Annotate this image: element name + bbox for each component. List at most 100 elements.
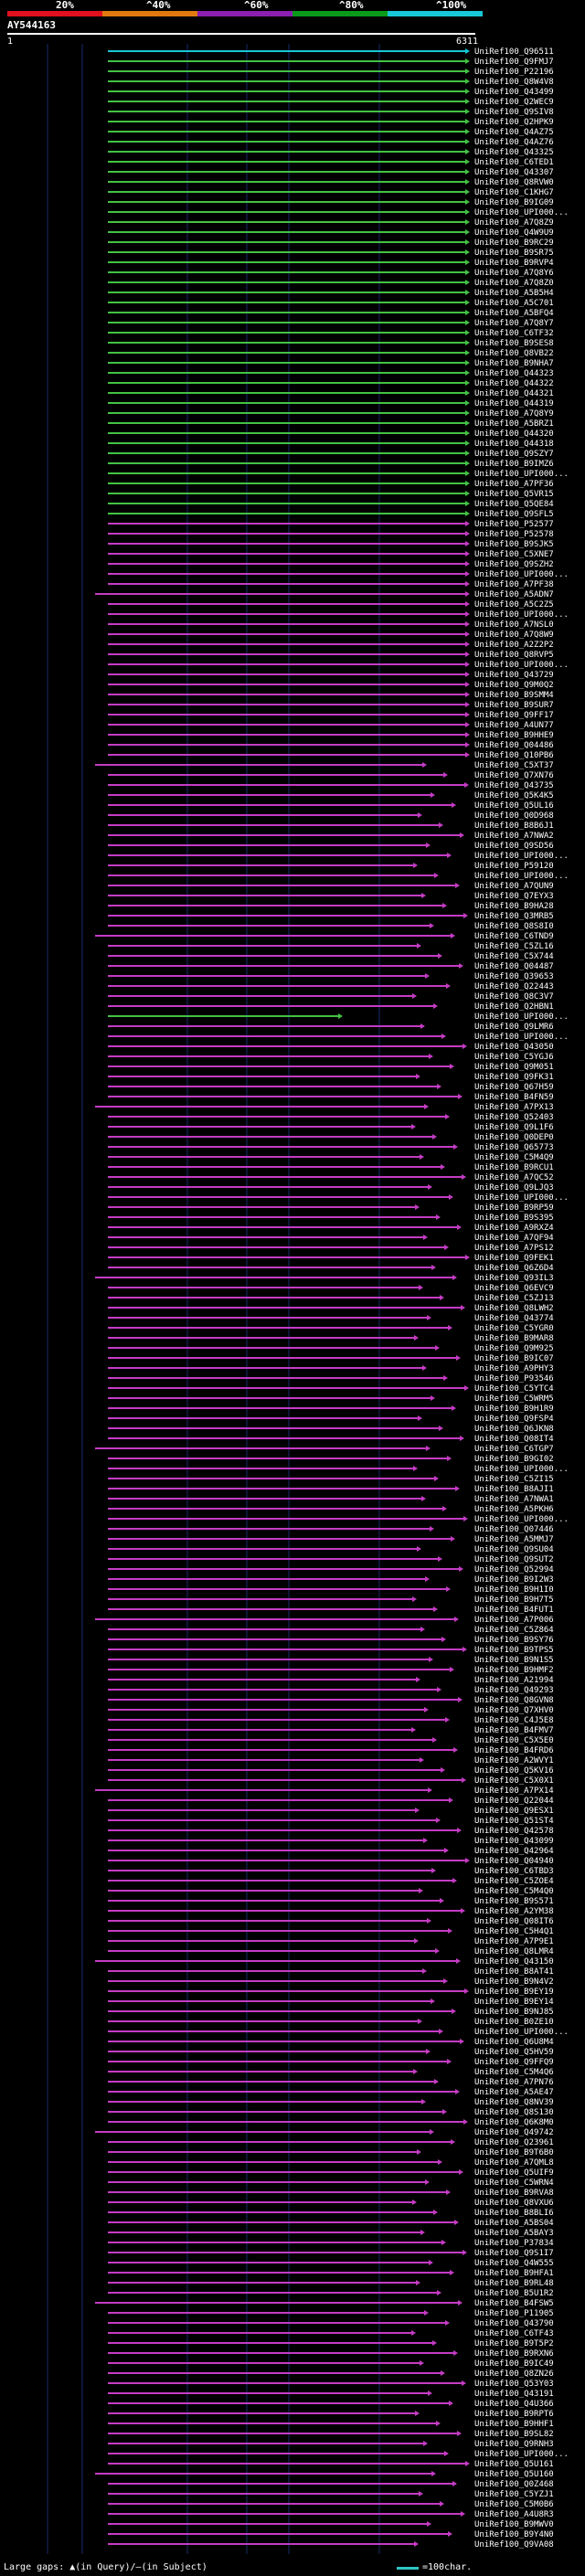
hit-label[interactable]: UniRef100_C5YTC4 xyxy=(474,1384,554,1394)
hit-label[interactable]: UniRef100_Q9ESX1 xyxy=(474,1807,554,1816)
alignment-row[interactable]: UniRef100_Q44318 xyxy=(108,440,554,449)
hit-label[interactable]: UniRef100_A7PF36 xyxy=(474,480,554,489)
hit-label[interactable]: UniRef100_B9EY19 xyxy=(474,1988,554,1997)
hit-label[interactable]: UniRef100_P52578 xyxy=(474,530,554,539)
hit-label[interactable]: UniRef100_Q9FMJ7 xyxy=(474,58,554,67)
hit-label[interactable]: UniRef100_Q43099 xyxy=(474,1837,554,1846)
alignment-row[interactable]: UniRef100_C5H4Q1 xyxy=(108,1927,554,1936)
alignment-row[interactable]: UniRef100_Q9FMJ7 xyxy=(108,58,554,67)
alignment-row[interactable]: UniRef100_Q04940 xyxy=(108,1857,554,1866)
alignment-row[interactable]: UniRef100_B9NJ85 xyxy=(108,2008,554,2017)
hit-label[interactable]: UniRef100_Q53Y03 xyxy=(474,2380,554,2389)
alignment-row[interactable]: UniRef100_A5B5H4 xyxy=(108,289,554,298)
hit-label[interactable]: UniRef100_B9SY76 xyxy=(474,1636,554,1645)
hit-label[interactable]: UniRef100_Q93IL3 xyxy=(474,1274,554,1283)
hit-label[interactable]: UniRef100_Q8S8I0 xyxy=(474,922,554,931)
hit-label[interactable]: UniRef100_Q44318 xyxy=(474,440,554,449)
hit-label[interactable]: UniRef100_Q2HPK9 xyxy=(474,118,554,127)
alignment-row[interactable]: UniRef100_Q44320 xyxy=(108,429,554,439)
hit-label[interactable]: UniRef100_B9RP59 xyxy=(474,1203,554,1213)
hit-label[interactable]: UniRef100_B9T6B0 xyxy=(474,2148,554,2157)
alignment-row[interactable]: UniRef100_A7NWA2 xyxy=(108,832,554,841)
hit-label[interactable]: UniRef100_A7Q8Y6 xyxy=(474,269,554,278)
alignment-row[interactable]: UniRef100_Q9SFL5 xyxy=(108,510,554,519)
alignment-row[interactable]: UniRef100_A5C2Z5 xyxy=(108,600,554,610)
hit-label[interactable]: UniRef100_P59120 xyxy=(474,862,554,871)
alignment-row[interactable]: UniRef100_UPI000... xyxy=(108,2028,569,2037)
alignment-row[interactable]: UniRef100_B4FN59 xyxy=(108,1093,554,1102)
alignment-row[interactable]: UniRef100_A5C701 xyxy=(108,299,554,308)
hit-label[interactable]: UniRef100_C5ZJ13 xyxy=(474,1294,554,1303)
hit-label[interactable]: UniRef100_B0ZE10 xyxy=(474,2018,554,2027)
hit-label[interactable]: UniRef100_B9IG09 xyxy=(474,198,554,207)
hit-label[interactable]: UniRef100_B9RVA8 xyxy=(474,2189,554,2198)
alignment-row[interactable]: UniRef100_Q8RVW0 xyxy=(108,178,554,187)
hit-label[interactable]: UniRef100_Q08IT4 xyxy=(474,1435,554,1444)
hit-label[interactable]: UniRef100_C6TF43 xyxy=(474,2329,554,2338)
hit-label[interactable]: UniRef100_Q9FFQ9 xyxy=(474,2058,554,2067)
hit-label[interactable]: UniRef100_B9N1S5 xyxy=(474,1656,554,1665)
alignment-row[interactable]: UniRef100_B9RPT6 xyxy=(108,2410,554,2419)
hit-label[interactable]: UniRef100_Q96511 xyxy=(474,48,554,57)
alignment-row[interactable]: UniRef100_B9I2W3 xyxy=(108,1575,554,1585)
alignment-row[interactable]: UniRef100_Q51ST4 xyxy=(108,1817,554,1826)
alignment-row[interactable]: UniRef100_B9NHA7 xyxy=(108,359,554,368)
hit-label[interactable]: UniRef100_B9HFA1 xyxy=(474,2269,554,2278)
hit-label[interactable]: UniRef100_Q9M0Q2 xyxy=(474,681,554,690)
hit-label[interactable]: UniRef100_A7PX14 xyxy=(474,1786,554,1796)
hit-label[interactable]: UniRef100_A4U8R3 xyxy=(474,2510,554,2519)
alignment-row[interactable]: UniRef100_A7Q8Y6 xyxy=(108,269,554,278)
alignment-row[interactable]: UniRef100_Q8LMR4 xyxy=(108,1947,554,1956)
alignment-row[interactable]: UniRef100_UPI000... xyxy=(108,2450,569,2459)
alignment-row[interactable]: UniRef100_B8BLI6 xyxy=(108,2209,554,2218)
hit-label[interactable]: UniRef100_C5XT37 xyxy=(474,761,554,770)
alignment-row[interactable]: UniRef100_Q7XN76 xyxy=(108,771,554,780)
hit-label[interactable]: UniRef100_C5YGJ6 xyxy=(474,1053,554,1062)
alignment-row[interactable]: UniRef100_C6TGP7 xyxy=(95,1445,554,1454)
hit-label[interactable]: UniRef100_B9HA28 xyxy=(474,902,554,911)
alignment-row[interactable]: UniRef100_B9S395 xyxy=(108,1214,554,1223)
alignment-row[interactable]: UniRef100_C5M4Q9 xyxy=(108,1153,554,1162)
alignment-row[interactable]: UniRef100_Q4W555 xyxy=(108,2259,554,2268)
hit-label[interactable]: UniRef100_B8AT41 xyxy=(474,1967,554,1977)
hit-label[interactable]: UniRef100_Q44320 xyxy=(474,429,554,439)
alignment-row[interactable]: UniRef100_Q8GVN8 xyxy=(108,1696,554,1705)
alignment-row[interactable]: UniRef100_Q2HBN1 xyxy=(108,1002,554,1012)
hit-label[interactable]: UniRef100_UPI000... xyxy=(474,2450,569,2459)
alignment-row[interactable]: UniRef100_A7P006 xyxy=(95,1616,554,1625)
hit-label[interactable]: UniRef100_Q6JKN8 xyxy=(474,1425,554,1434)
hit-label[interactable]: UniRef100_Q43729 xyxy=(474,671,554,680)
alignment-row[interactable]: UniRef100_Q2HPK9 xyxy=(108,118,554,127)
alignment-row[interactable]: UniRef100_Q8VXU6 xyxy=(108,2199,554,2208)
alignment-row[interactable]: UniRef100_Q44321 xyxy=(108,389,554,398)
alignment-row[interactable]: UniRef100_Q22044 xyxy=(108,1797,554,1806)
hit-label[interactable]: UniRef100_Q8NV39 xyxy=(474,2098,554,2107)
alignment-row[interactable]: UniRef100_B9HMF2 xyxy=(108,1666,554,1675)
alignment-row[interactable]: UniRef100_B9EY14 xyxy=(108,1998,554,2007)
hit-label[interactable]: UniRef100_B9TPS5 xyxy=(474,1646,554,1655)
alignment-row[interactable]: UniRef100_C6TF43 xyxy=(108,2329,554,2338)
alignment-row[interactable]: UniRef100_A7PS12 xyxy=(108,1244,554,1253)
alignment-row[interactable]: UniRef100_A5PKH6 xyxy=(108,1505,554,1514)
alignment-row[interactable]: UniRef100_Q43150 xyxy=(95,1957,554,1966)
alignment-row[interactable]: UniRef100_P93546 xyxy=(108,1374,554,1383)
alignment-row[interactable]: UniRef100_Q9L1F6 xyxy=(108,1123,554,1132)
hit-label[interactable]: UniRef100_B9IMZ6 xyxy=(474,460,554,469)
hit-label[interactable]: UniRef100_B9S395 xyxy=(474,1214,554,1223)
alignment-row[interactable]: UniRef100_Q43099 xyxy=(108,1837,554,1846)
hit-label[interactable]: UniRef100_Q49742 xyxy=(474,2128,554,2137)
alignment-row[interactable]: UniRef100_Q39653 xyxy=(108,972,554,981)
alignment-row[interactable]: UniRef100_UPI000... xyxy=(108,1193,569,1203)
hit-label[interactable]: UniRef100_Q4W9U9 xyxy=(474,228,554,238)
alignment-row[interactable]: UniRef100_UPI000... xyxy=(108,1012,569,1022)
hit-label[interactable]: UniRef100_Q2WEC9 xyxy=(474,98,554,107)
alignment-row[interactable]: UniRef100_B9MWV0 xyxy=(108,2520,554,2529)
hit-label[interactable]: UniRef100_B9SL82 xyxy=(474,2430,554,2439)
hit-label[interactable]: UniRef100_Q2HBN1 xyxy=(474,1002,554,1012)
hit-label[interactable]: UniRef100_A4UN77 xyxy=(474,721,554,730)
alignment-row[interactable]: UniRef100_A7PF36 xyxy=(108,480,554,489)
alignment-row[interactable]: UniRef100_C5ZI15 xyxy=(108,1475,554,1484)
hit-label[interactable]: UniRef100_B9RPT6 xyxy=(474,2410,554,2419)
alignment-row[interactable]: UniRef100_B9TPS5 xyxy=(108,1646,554,1655)
hit-label[interactable]: UniRef100_A7NWA2 xyxy=(474,832,554,841)
